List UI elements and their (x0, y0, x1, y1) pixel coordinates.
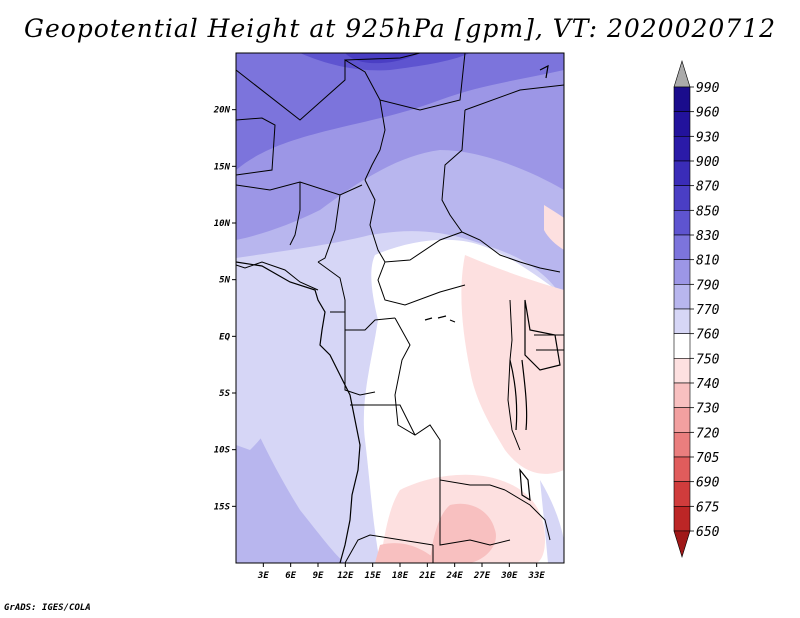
colorbar-label: 750 (696, 352, 720, 367)
map-title: Geopotential Height at 925hPa [gpm], VT:… (23, 14, 777, 43)
lon-tick-label: 3E (257, 571, 269, 581)
country-borders (236, 53, 564, 563)
colorbar-swatch (673, 308, 691, 334)
lon-tick-label: 30E (500, 571, 518, 581)
colorbar-label: 830 (696, 229, 720, 244)
coastlines (236, 64, 561, 563)
colorbar-swatch (673, 407, 691, 433)
colorbar-label: 960 (696, 106, 720, 121)
colorbar-label: 760 (696, 328, 720, 343)
colorbar-swatch (673, 185, 691, 211)
lon-tick-label: 21E (418, 571, 436, 581)
colorbar-label: 650 (696, 525, 720, 540)
colorbar-label: 870 (696, 180, 720, 195)
colorbar-label: 770 (696, 303, 720, 318)
lat-tick-label: 10S (214, 446, 231, 456)
lat-tick-label: 5S (219, 389, 230, 399)
colorbar-swatch (673, 456, 691, 482)
colorbar-label: 705 (696, 451, 720, 466)
colorbar-label: 790 (696, 278, 720, 293)
colorbar-swatch (673, 210, 691, 236)
colorbar-swatch (673, 111, 691, 137)
colorbar-label: 900 (696, 155, 720, 170)
lon-tick-label: 18E (392, 571, 409, 581)
colorbar-label: 990 (696, 81, 720, 96)
colorbar-top-arrow (673, 59, 691, 88)
colorbar-label: 720 (696, 426, 720, 441)
lon-tick-label: 27E (473, 571, 491, 581)
lat-tick-label: 15N (214, 162, 231, 172)
colorbar-swatch (673, 136, 691, 162)
colorbar-swatch (673, 481, 691, 507)
lon-tick-label: 33E (528, 571, 546, 581)
colorbar: 990 960 930 900 870 850 830 810 790 770 760 750 740 7… (673, 59, 720, 559)
colorbar-swatch (673, 506, 691, 532)
height-field (236, 53, 564, 563)
longitude-ticks: 3E 6E 9E 12E 15E 18E 21E 24E 27E 30E 33E (257, 563, 545, 581)
grads-credit: GrADS: IGES/COLA (4, 603, 91, 613)
colorbar-label: 740 (696, 377, 720, 392)
colorbar-label: 690 (696, 476, 720, 491)
colorbar-swatch (673, 86, 691, 112)
colorbar-swatch (673, 259, 691, 285)
lat-tick-label: 10N (214, 219, 231, 229)
lon-tick-label: 15E (365, 571, 382, 581)
colorbar-bottom-arrow (673, 530, 691, 559)
lat-tick-label: 20N (213, 106, 231, 116)
lat-tick-label: EQ (219, 332, 230, 342)
colorbar-swatch (673, 333, 691, 359)
lon-tick-label: 24E (446, 571, 464, 581)
colorbar-label: 930 (696, 130, 720, 145)
lon-tick-label: 9E (313, 571, 324, 581)
lat-tick-label: 15S (214, 502, 231, 512)
lon-tick-label: 12E (337, 571, 354, 581)
colorbar-swatch (673, 160, 691, 186)
colorbar-swatch (673, 382, 691, 408)
colorbar-swatch (673, 432, 691, 458)
lon-tick-label: 6E (285, 571, 296, 581)
colorbar-swatch (673, 284, 691, 310)
colorbar-label: 730 (696, 402, 720, 417)
colorbar-swatch (673, 358, 691, 384)
lat-tick-label: 5N (219, 276, 230, 286)
latitude-ticks: 20N 15N 10N 5N EQ 5S 10S 15S (213, 106, 236, 512)
colorbar-swatch (673, 234, 691, 260)
colorbar-label: 810 (696, 254, 720, 269)
colorbar-label: 675 (696, 500, 720, 515)
colorbar-label: 850 (696, 204, 720, 219)
